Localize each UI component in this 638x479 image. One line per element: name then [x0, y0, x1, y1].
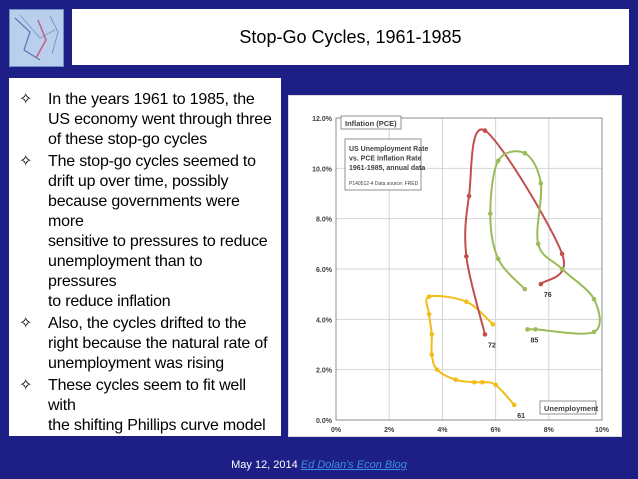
- bullet-line: because governments were more: [48, 193, 240, 230]
- x-axis-label-box: [539, 400, 597, 415]
- bullet-line: Also, the cycles drifted to the: [48, 315, 247, 332]
- four-point-star-icon: ✧: [19, 377, 33, 394]
- x-tick-label: 6%: [491, 427, 502, 434]
- data-point: [429, 352, 435, 357]
- y-tick-label: 4.0%: [316, 317, 333, 324]
- data-point: [522, 286, 528, 292]
- four-point-star-icon: ✧: [19, 153, 33, 170]
- bullet-line: to reduce inflation: [48, 293, 171, 310]
- four-point-star-icon: ✧: [19, 91, 33, 108]
- y-tick-label: 6.0%: [316, 267, 333, 274]
- bullet-item: ✧ The stop-go cycles seemed to drift up ov…: [19, 152, 275, 312]
- y-tick-label: 2.0%: [316, 368, 333, 375]
- chart-panel: 0.0% 2.0% 4.0% 6.0% 8.0% 10.0% 12.0% 0% 2% 4% 6% 8%…: [288, 95, 622, 437]
- bullet-item: ✧ In the years 1961 to 1985, the US econom…: [19, 90, 275, 150]
- year-annotation: 61: [517, 413, 525, 420]
- data-point: [490, 322, 496, 327]
- data-point: [533, 327, 538, 332]
- data-point: [426, 294, 432, 299]
- bullet-list: ✧ In the years 1961 to 1985, the US econom…: [9, 78, 281, 436]
- bullet-line: US economy went through three: [48, 111, 272, 128]
- year-annotation: 76: [544, 292, 552, 299]
- series-line: [425, 294, 515, 406]
- x-tick-label: 10%: [595, 427, 610, 434]
- logo-thumbnail: [9, 9, 64, 67]
- chart-title-line: 1961-1985, annual data: [349, 165, 425, 172]
- data-point: [559, 251, 565, 257]
- data-point: [453, 377, 458, 383]
- data-point: [591, 296, 597, 302]
- y-tick-label: 8.0%: [316, 217, 333, 224]
- data-point: [472, 379, 477, 385]
- data-point: [559, 266, 565, 272]
- data-point: [487, 211, 493, 216]
- x-tick-label: 8%: [544, 427, 555, 434]
- chart-title-box: [344, 138, 422, 191]
- data-point: [591, 329, 597, 335]
- data-point: [495, 256, 501, 262]
- data-point: [464, 299, 469, 305]
- bullet-line: In the years 1961 to 1985, the: [48, 91, 255, 108]
- bullet-line: unemployment was rising: [48, 355, 224, 372]
- bullet-line: of these stop-go cycles: [48, 131, 208, 148]
- y-axis-label: Inflation (PCE): [345, 119, 397, 128]
- title-bar: Stop-Go Cycles, 1961-1985: [72, 9, 629, 65]
- x-tick-label: 0%: [331, 427, 342, 434]
- data-point: [525, 327, 530, 332]
- data-point: [535, 241, 541, 247]
- bullet-line: drift up over time, possibly: [48, 173, 229, 190]
- bullet-line: sensitive to pressures to reduce: [48, 233, 268, 250]
- data-point: [466, 193, 472, 199]
- bullet-item: ✧ These cycles seem to fit well with the s…: [19, 376, 275, 436]
- data-point: [495, 158, 501, 164]
- series-line: [489, 150, 601, 335]
- data-point: [426, 312, 432, 317]
- y-tick-label: 10.0%: [312, 166, 333, 173]
- data-point: [464, 254, 469, 259]
- data-point: [482, 128, 488, 133]
- footer: May 12, 2014 Ed Dolan's Econ Blog: [0, 459, 638, 471]
- chart-title-line: US Unemployment Rate: [349, 146, 428, 153]
- bullet-item: ✧ Also, the cycles drifted to the right be…: [19, 314, 275, 374]
- y-tick-label: 12.0%: [312, 116, 333, 123]
- year-annotation: 85: [531, 337, 539, 344]
- bullet-line: the shifting Phillips curve model: [48, 417, 266, 434]
- bullet-panel: ✧ In the years 1961 to 1985, the US econom…: [9, 78, 281, 436]
- bullet-line: unemployment than to pressures: [48, 253, 203, 290]
- y-axis-label-box: [340, 115, 402, 130]
- x-tick-label: 2%: [384, 427, 395, 434]
- data-point: [480, 379, 485, 385]
- phillips-curve-chart: 0.0% 2.0% 4.0% 6.0% 8.0% 10.0% 12.0% 0% 2% 4% 6% 8%…: [312, 115, 610, 434]
- map-thumbnail-icon: [10, 10, 63, 66]
- y-tick-label: 0.0%: [316, 418, 333, 425]
- data-point: [482, 332, 488, 337]
- x-axis-label: Unemployment: [544, 404, 599, 413]
- data-point: [511, 402, 517, 408]
- data-point: [429, 332, 435, 337]
- data-point: [434, 367, 440, 372]
- chart-source-note: P140512-4 Data source: FRED: [349, 181, 419, 187]
- footer-date: May 12, 2014: [231, 459, 298, 471]
- footer-link[interactable]: Ed Dolan's Econ Blog: [300, 459, 407, 471]
- slide-title: Stop-Go Cycles, 1961-1985: [239, 26, 462, 47]
- data-point: [493, 382, 498, 388]
- x-tick-label: 4%: [437, 427, 448, 434]
- data-point: [538, 181, 544, 186]
- year-annotation: 72: [488, 342, 496, 349]
- chart-title-line: vs. PCE Inflation Rate: [349, 156, 421, 163]
- data-point: [522, 150, 528, 156]
- four-point-star-icon: ✧: [19, 315, 33, 332]
- bullet-line: The stop-go cycles seemed to: [48, 153, 256, 170]
- plot-area-border: [335, 117, 603, 421]
- data-point: [538, 281, 544, 287]
- bullet-line: These cycles seem to fit well with: [48, 377, 246, 414]
- bullet-line: right because the natural rate of: [48, 335, 268, 352]
